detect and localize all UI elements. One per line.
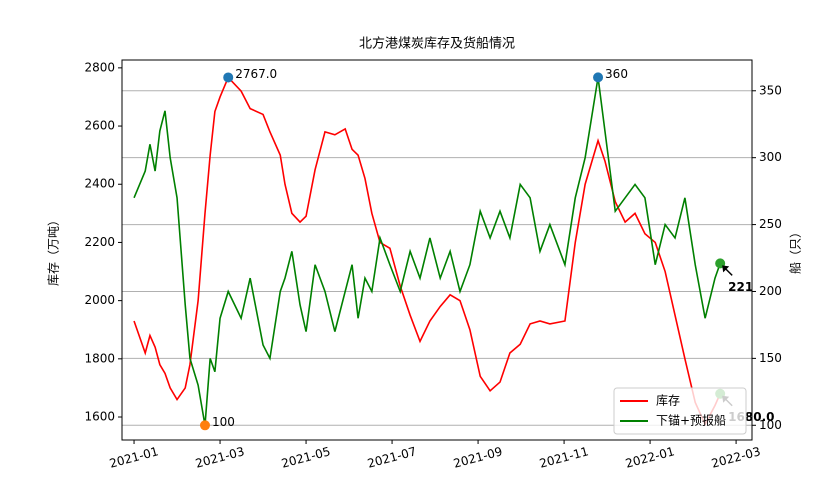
annotation-marker	[199, 420, 210, 431]
x-tick-label: 2021-05	[280, 444, 332, 471]
legend-box	[613, 387, 747, 435]
y2-axis-label: 船（只）	[789, 226, 803, 274]
annotation-text: 2767.0	[235, 67, 277, 81]
annotation-text: 360	[605, 67, 628, 81]
y2-tick-label: 350	[759, 83, 782, 97]
annotation-arrowhead	[722, 265, 730, 273]
y2-tick-label: 250	[759, 217, 782, 231]
x-tick-label: 2021-11	[538, 444, 590, 471]
y2-tick-label: 200	[759, 284, 782, 298]
x-tick-label: 2021-07	[366, 444, 418, 471]
chart-title: 北方港煤炭库存及货船情况	[359, 36, 515, 52]
series-line	[133, 77, 721, 426]
y-tick-label: 2600	[84, 119, 115, 133]
x-tick-label: 2021-03	[194, 444, 246, 471]
x-tick-label: 2021-01	[108, 444, 160, 471]
y-tick-label: 2800	[84, 60, 115, 74]
annotation-marker	[223, 72, 234, 83]
y2-tick-label: 100	[759, 418, 782, 432]
y-tick-label: 2200	[84, 235, 115, 249]
y-tick-label: 1800	[84, 351, 115, 365]
y-tick-label: 2000	[84, 293, 115, 307]
x-tick-label: 2021-09	[452, 444, 504, 471]
y2-tick-label: 150	[759, 351, 782, 365]
annotation-text: 221	[728, 280, 753, 294]
annotation-text: 100	[212, 415, 235, 429]
legend-label: 库存	[656, 393, 680, 408]
y-axis-label: 库存（万吨）	[46, 214, 61, 286]
y-tick-label: 1600	[84, 410, 115, 424]
y-tick-label: 2400	[84, 177, 115, 191]
annotation-marker	[593, 72, 604, 83]
x-tick-label: 2022-03	[710, 444, 762, 471]
plot-frame	[121, 59, 753, 441]
legend-label: 下锚+预报船	[656, 413, 726, 428]
y2-tick-label: 300	[759, 150, 782, 164]
x-tick-label: 2022-01	[624, 444, 676, 471]
